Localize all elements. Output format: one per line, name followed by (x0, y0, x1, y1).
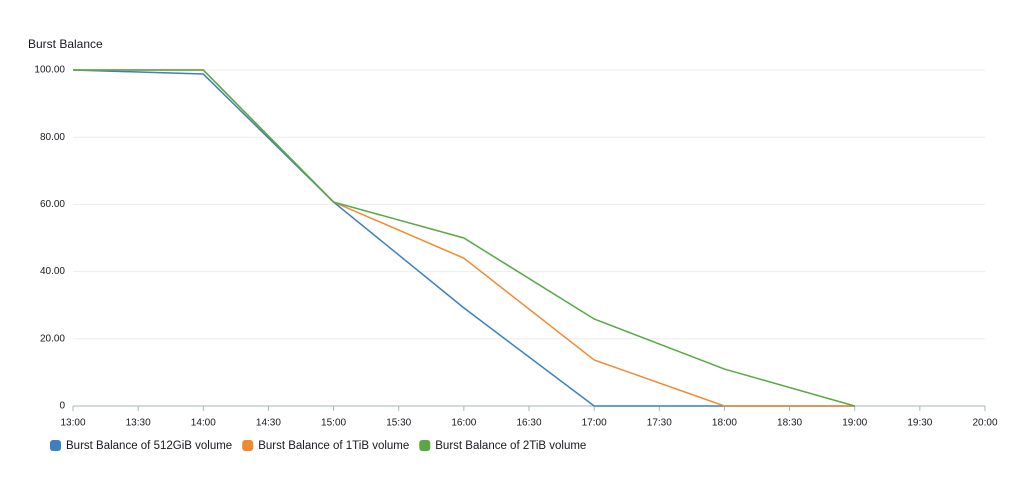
y-tick-label: 60.00 (40, 199, 65, 210)
x-tick-label: 18:30 (777, 418, 802, 429)
x-tick-label: 17:00 (582, 418, 607, 429)
legend-label: Burst Balance of 2TiB volume (435, 440, 586, 452)
x-tick-label: 20:00 (972, 418, 997, 429)
x-tick-label: 15:30 (386, 418, 411, 429)
legend-label: Burst Balance of 1TiB volume (258, 440, 409, 452)
y-tick-label: 100.00 (34, 65, 65, 76)
y-tick-label: 40.00 (40, 266, 65, 277)
x-tick-label: 19:30 (907, 418, 932, 429)
chart-title: Burst Balance (28, 37, 103, 51)
x-tick-label: 13:00 (60, 418, 85, 429)
x-tick-label: 19:00 (842, 418, 867, 429)
x-tick-label: 18:00 (712, 418, 737, 429)
y-tick-label: 20.00 (40, 333, 65, 344)
y-tick-label: 80.00 (40, 132, 65, 143)
x-tick-label: 16:30 (516, 418, 541, 429)
x-tick-label: 14:00 (191, 418, 216, 429)
legend-label: Burst Balance of 512GiB volume (66, 440, 232, 452)
series-line (73, 69, 855, 407)
x-tick-label: 16:00 (451, 418, 476, 429)
legend-swatch (50, 440, 61, 451)
x-tick-label: 13:30 (126, 418, 151, 429)
x-tick-label: 14:30 (256, 418, 281, 429)
x-tick-label: 17:30 (647, 418, 672, 429)
legend-swatch (242, 440, 254, 451)
legend-swatch (419, 440, 431, 451)
x-tick-label: 15:00 (321, 418, 346, 429)
y-tick-label: 0 (59, 401, 65, 412)
